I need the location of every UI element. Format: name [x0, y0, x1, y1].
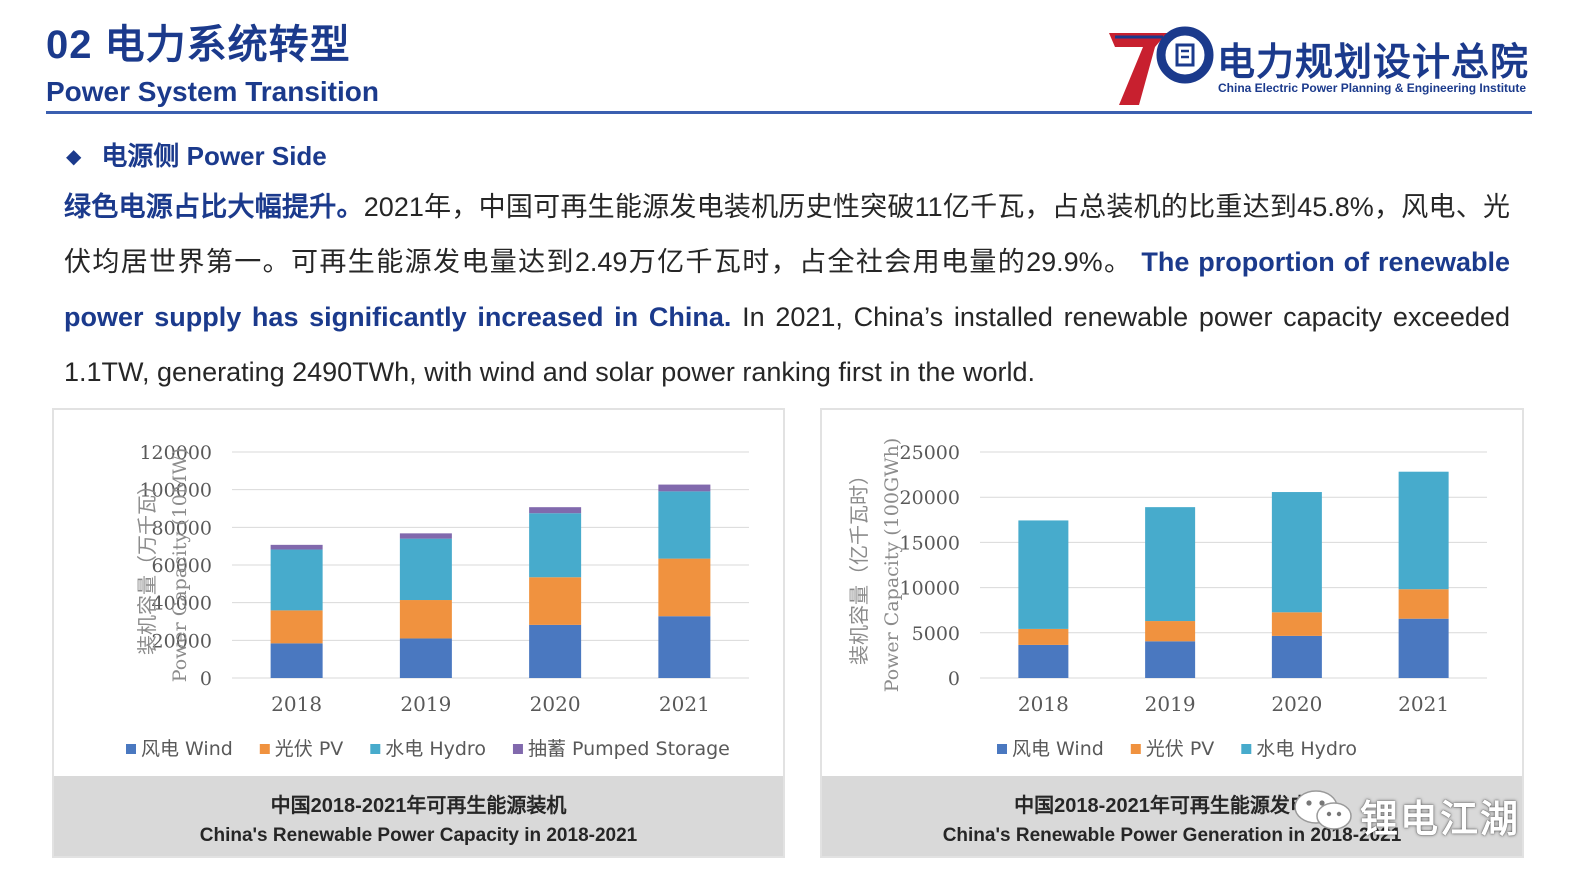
bar-wind-2021 [1398, 618, 1449, 678]
x-tick-label: 2020 [530, 692, 581, 716]
generation-caption-cn: 中国2018-2021年可再生能源发电量 [1014, 795, 1330, 817]
logo-70-emblem [1109, 26, 1214, 105]
bar-wind-2019 [1145, 641, 1196, 678]
legend-swatch-wind [126, 744, 136, 754]
highlight-cn: 绿色电源占比大幅提升。 [64, 192, 364, 222]
y-tick-label: 0 [948, 668, 960, 690]
bar-pv-2020 [1271, 612, 1322, 636]
y-axis-title-en: Power Capacity (100GWh) [881, 438, 903, 693]
y-tick-label: 120000 [139, 442, 212, 464]
legend-label-pumped: 抽蓄 Pumped Storage [528, 738, 730, 760]
header-divider [46, 111, 1532, 114]
bar-wind-2020 [529, 624, 582, 678]
y-tick-label: 20000 [900, 487, 960, 509]
bar-hydro-2020 [529, 513, 582, 578]
bar-wind-2018 [270, 643, 323, 678]
y-tick-label: 100000 [139, 480, 212, 502]
bar-pv-2021 [658, 558, 711, 617]
bar-hydro-2019 [1145, 507, 1196, 622]
bar-wind-2019 [399, 638, 452, 678]
page-subtitle: Power System Transition [46, 76, 379, 107]
bar-pv-2019 [1145, 621, 1196, 642]
bar-pumped-2021 [658, 484, 711, 492]
section-heading: ◆ 电源侧 Power Side [66, 136, 327, 173]
legend-swatch-wind [997, 744, 1007, 754]
y-tick-label: 10000 [900, 578, 960, 600]
institute-logo: 电力规划设计总院 China Electric Power Planning &… [1105, 25, 1535, 107]
legend-swatch-hydro [370, 744, 381, 754]
summary-paragraph: 绿色电源占比大幅提升。2021年，中国可再生能源发电装机历史性突破11亿千瓦，占… [64, 180, 1510, 400]
legend-label-hydro: 水电 Hydro [385, 738, 486, 760]
bar-hydro-2018 [270, 549, 323, 611]
bar-pv-2019 [399, 600, 452, 639]
capacity-caption-cn: 中国2018-2021年可再生能源装机 [270, 795, 567, 817]
bar-hydro-2018 [1018, 520, 1069, 629]
bar-wind-2020 [1271, 635, 1322, 678]
legend-label-wind: 风电 Wind [1012, 738, 1104, 760]
x-tick-label: 2018 [1018, 692, 1069, 716]
legend-swatch-pv [259, 744, 270, 754]
generation-caption-en: China's Renewable Power Generation in 20… [942, 825, 1402, 846]
bar-pv-2020 [529, 577, 582, 625]
capacity-chart-panel: 0 20000 40000 60000 80000 100000 120000 装机容量（万千… [52, 408, 785, 858]
bar-hydro-2021 [658, 491, 711, 559]
x-tick-label: 2019 [1145, 692, 1196, 716]
diamond-bullet-icon: ◆ [66, 146, 82, 168]
y-tick-label: 80000 [152, 517, 212, 539]
legend-label-hydro: 水电 Hydro [1256, 738, 1357, 760]
legend-swatch-pumped [512, 744, 523, 754]
y-tick-label: 20000 [152, 630, 212, 652]
bar-pumped-2020 [529, 507, 582, 514]
bar-pv-2018 [1018, 628, 1069, 645]
x-tick-label: 2021 [1398, 692, 1449, 716]
y-tick-label: 0 [200, 668, 212, 690]
generation-chart-panel: 0 5000 10000 15000 20000 25000 装机容量（亿千瓦时） Power… [820, 408, 1524, 858]
bar-pumped-2018 [270, 544, 323, 550]
bar-pumped-2019 [399, 533, 452, 539]
bar-pv-2018 [270, 610, 323, 644]
bar-hydro-2021 [1398, 471, 1449, 590]
y-axis-title-cn: 装机容量（亿千瓦时） [847, 465, 871, 665]
x-tick-label: 2018 [271, 692, 322, 716]
y-tick-label: 25000 [900, 442, 960, 464]
watermark-text: 锂电江湖 [1360, 799, 1521, 841]
x-tick-label: 2019 [400, 692, 451, 716]
body-en: In 2021, China’s installed renewable pow… [64, 302, 1510, 387]
legend-swatch-hydro [1241, 744, 1252, 754]
capacity-chart: 0 20000 40000 60000 80000 100000 120000 装机容量（万千… [126, 442, 749, 760]
bar-hydro-2020 [1271, 492, 1322, 613]
y-tick-label: 40000 [152, 593, 212, 615]
wechat-watermark: 锂电江湖 [1292, 782, 1532, 842]
generation-chart: 0 5000 10000 15000 20000 25000 装机容量（亿千瓦时） Power… [847, 438, 1487, 760]
body-cn: 2021年，中国可再生能源发电装机历史性突破11亿千瓦，占总装机的比重达到45.… [64, 192, 1511, 277]
legend-label-wind: 风电 Wind [141, 738, 233, 760]
x-tick-label: 2020 [1271, 692, 1322, 716]
highlight-en: The proportion of renewable power supply… [64, 247, 1511, 332]
bar-pv-2021 [1398, 589, 1449, 619]
bar-hydro-2019 [399, 538, 452, 601]
bar-wind-2018 [1018, 644, 1069, 678]
y-tick-label: 5000 [912, 623, 960, 645]
logo-name: 电力规划设计总院 [1217, 42, 1530, 84]
section-label: 电源侧 Power Side [101, 141, 327, 171]
capacity-caption: 中国2018-2021年可再生能源装机 China's Renewable Po… [54, 776, 783, 856]
legend-label-pv: 光伏 PV [275, 738, 344, 760]
legend-label-pv: 光伏 PV [1146, 738, 1215, 760]
wechat-icon [1294, 790, 1352, 830]
logo-subtitle: China Electric Power Planning & Engineer… [1218, 81, 1527, 95]
bar-wind-2021 [658, 616, 711, 678]
y-tick-label: 15000 [900, 532, 960, 554]
capacity-caption-en: China's Renewable Power Capacity in 2018… [199, 825, 638, 846]
page-title: 02 电力系统转型 [46, 23, 351, 67]
generation-caption: 中国2018-2021年可再生能源发电量 China's Renewable P… [822, 776, 1522, 856]
y-tick-label: 60000 [152, 555, 212, 577]
y-axis-title-cn: 装机容量（万千瓦） [135, 475, 159, 655]
legend-swatch-pv [1130, 744, 1141, 754]
x-tick-label: 2021 [659, 692, 710, 716]
y-axis-title-en: Power Capacity (10MW) [169, 448, 191, 683]
